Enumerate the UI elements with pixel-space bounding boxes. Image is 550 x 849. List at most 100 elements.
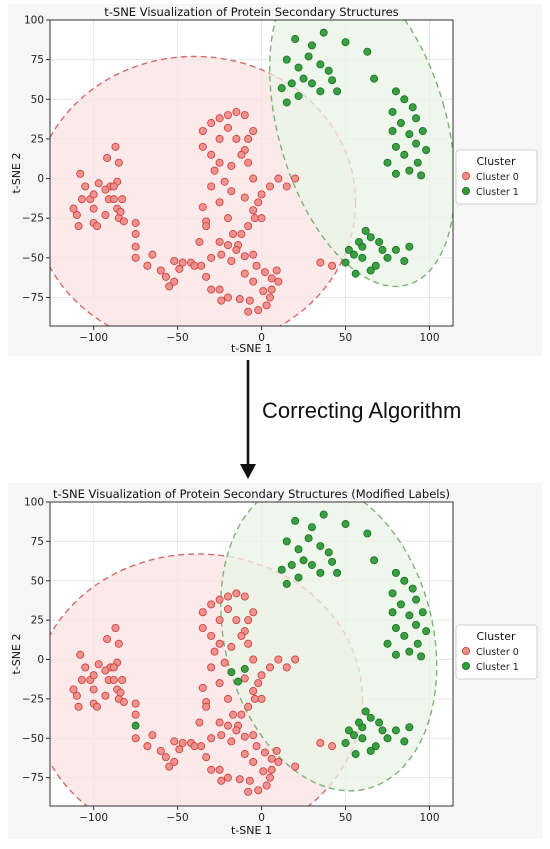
cluster-0-point — [328, 742, 337, 751]
cluster-0-point — [119, 217, 128, 226]
cluster-0-point — [170, 277, 179, 286]
cluster-1-point — [307, 523, 316, 532]
cluster-1-point — [341, 738, 350, 747]
cluster-1-point — [396, 119, 405, 128]
cluster-1-point — [351, 269, 360, 278]
cluster-0-point — [244, 616, 253, 625]
chart-panel-original: −100 −50 0 50 100 −75 −50 −25 0 25 50 75 100 t-SNE Vi… — [8, 4, 542, 356]
cluster-0-point — [165, 282, 174, 291]
cluster-0-point — [272, 266, 281, 275]
cluster-0-point — [109, 663, 118, 672]
cluster-0-point — [131, 242, 140, 251]
cluster-0-point — [262, 301, 271, 310]
y-tick-label: −75 — [22, 292, 44, 304]
cluster-1-point — [378, 245, 387, 254]
cluster-0-point — [198, 142, 207, 151]
cluster-0-point — [72, 211, 81, 220]
cluster-0-point — [254, 679, 263, 688]
points — [69, 28, 431, 316]
cluster-0-point — [74, 702, 83, 711]
cluster-1-point — [405, 130, 414, 139]
cluster-0-point — [207, 182, 216, 191]
cluster-0-point — [291, 174, 300, 183]
cluster-0-point — [260, 748, 269, 757]
cluster-0-point — [210, 647, 219, 656]
cluster-0-point — [240, 193, 249, 202]
cluster-0-point — [249, 174, 258, 183]
cluster-0-point — [265, 293, 274, 302]
cluster-1-point — [391, 142, 400, 151]
cluster-1-point — [282, 579, 291, 588]
cluster-1-point — [396, 600, 405, 609]
cluster-0-point — [262, 781, 271, 790]
cluster-0-point — [143, 742, 152, 751]
y-tick-label: −25 — [22, 213, 44, 225]
cluster-0-point — [237, 710, 246, 719]
cluster-1-point — [405, 611, 414, 620]
cluster-0-point — [215, 639, 224, 648]
y-tick-label: 0 — [37, 654, 44, 666]
cluster-0-point — [131, 218, 140, 227]
cluster-0-point — [249, 757, 258, 766]
cluster-1-point — [400, 95, 409, 104]
cluster-0-point — [156, 746, 165, 755]
y-tick-label: −50 — [22, 252, 44, 264]
cluster-0-point — [244, 222, 253, 231]
legend-label-cluster-1: Cluster 1 — [476, 187, 519, 198]
cluster-1-point — [418, 126, 427, 135]
cluster-0-point — [111, 142, 120, 151]
cluster-0-point — [114, 158, 123, 167]
cluster-1-point — [391, 650, 400, 659]
legend-title: Cluster — [476, 155, 516, 168]
cluster-0-point — [274, 277, 283, 286]
cluster-1-point — [418, 608, 427, 617]
cluster-0-point — [197, 261, 206, 270]
cluster-0-point — [170, 737, 179, 746]
y-axis-label: t-SNE 2 — [10, 153, 23, 194]
cluster-0-point — [291, 655, 300, 664]
cluster-1-point — [316, 60, 325, 69]
cluster-1-point — [316, 568, 325, 577]
cluster-0-point — [252, 261, 261, 270]
cluster-1-point — [417, 171, 426, 180]
cluster-0-point — [220, 177, 229, 186]
cluster-0-point — [77, 195, 86, 204]
cluster-0-point — [237, 631, 246, 640]
x-tick-label: −100 — [79, 812, 108, 824]
cluster-1-point — [307, 79, 316, 88]
legend-marker-cluster-1 — [461, 661, 470, 670]
y-tick-label: −75 — [22, 772, 44, 784]
cluster-1-point — [366, 713, 375, 722]
cluster-1-point — [391, 245, 400, 254]
cluster-0-point — [202, 702, 211, 711]
cluster-0-point — [250, 214, 259, 223]
cluster-0-point — [235, 295, 244, 304]
cluster-0-point — [202, 222, 211, 231]
cluster-0-point — [244, 158, 253, 167]
cluster-0-point — [249, 687, 258, 696]
axes-frame — [49, 501, 454, 807]
cluster-0-point — [131, 253, 140, 262]
cluster-0-point — [291, 762, 300, 771]
cluster-0-point — [190, 742, 199, 751]
cluster-0-point — [232, 616, 241, 625]
cluster-1-point — [383, 253, 392, 262]
cluster-0-point — [249, 731, 258, 740]
cluster-0-point — [240, 269, 249, 278]
arrow-head — [240, 464, 256, 479]
cluster-1-point — [400, 631, 409, 640]
cluster-0-point — [198, 126, 207, 135]
cluster-0-point — [232, 107, 241, 116]
cluster-0-point — [165, 762, 174, 771]
cluster-0-point — [207, 285, 216, 294]
cluster-0-point — [245, 296, 254, 305]
cluster-1-point — [277, 84, 286, 93]
cluster-0-point — [101, 211, 110, 220]
cluster-0-point — [232, 726, 241, 735]
cluster-1-point — [413, 639, 422, 648]
cluster-1-point — [319, 510, 328, 519]
cluster-0-point — [89, 204, 98, 213]
cluster-0-point — [249, 206, 258, 215]
cluster-0-point — [316, 258, 325, 267]
x-tick-label: 50 — [339, 332, 352, 344]
